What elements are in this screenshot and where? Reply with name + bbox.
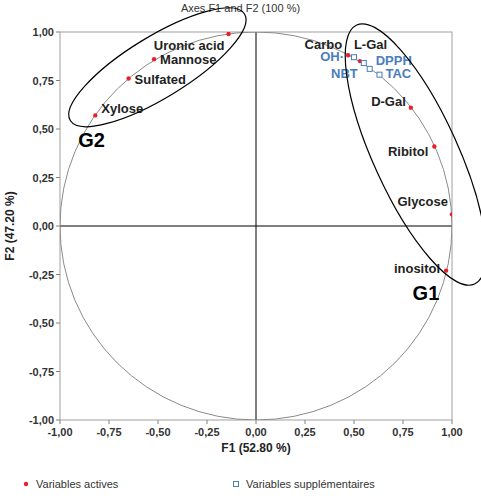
plot-area <box>60 32 452 420</box>
y-tick-label: -0,75 <box>29 366 54 378</box>
point-label: OH· <box>320 49 344 64</box>
point <box>346 53 350 57</box>
x-tick-label: 1,00 <box>441 426 462 438</box>
y-tick <box>56 226 60 227</box>
x-tick-label: 0,75 <box>392 426 413 438</box>
legend-marker <box>24 482 28 486</box>
points <box>93 32 452 273</box>
y-tick <box>56 274 60 275</box>
legend-label: Variables actives <box>36 478 119 490</box>
point-label: Xylose <box>101 101 143 116</box>
x-tick <box>60 420 61 424</box>
y-tick-label: 0,00 <box>33 220 54 232</box>
x-tick-label: 0,50 <box>343 426 364 438</box>
x-tick-label: -0,25 <box>194 426 219 438</box>
x-tick <box>207 420 208 424</box>
y-tick-label: 0,75 <box>33 75 54 87</box>
point <box>361 61 366 66</box>
point-label: Glycose <box>397 194 448 209</box>
y-tick <box>56 177 60 178</box>
group-label: G1 <box>413 282 440 304</box>
point-label: Sulfated <box>135 72 186 87</box>
y-tick <box>56 323 60 324</box>
correlation-circle <box>60 32 452 420</box>
legend-marker <box>234 482 239 487</box>
y-tick <box>56 32 60 33</box>
point-label: L-Gal <box>354 37 387 52</box>
point-label: NBT <box>331 66 358 81</box>
group-label: G2 <box>78 129 105 151</box>
x-tick-label: -1,00 <box>47 426 72 438</box>
y-tick-label: -0,25 <box>29 269 54 281</box>
zero-axis-y <box>256 32 257 420</box>
y-axis-label: F2 (47.20 %) <box>3 191 17 260</box>
point-label: Ribitol <box>388 144 428 159</box>
point-label: Uronic acid <box>154 38 225 53</box>
x-tick-label: 0,00 <box>245 426 266 438</box>
point <box>432 144 436 148</box>
y-tick <box>56 129 60 130</box>
point <box>450 212 452 216</box>
x-tick <box>354 420 355 424</box>
x-tick-label: -0,75 <box>96 426 121 438</box>
y-tick <box>56 80 60 81</box>
y-tick <box>56 371 60 372</box>
point <box>444 268 448 272</box>
x-tick <box>109 420 110 424</box>
x-tick <box>305 420 306 424</box>
x-tick <box>403 420 404 424</box>
x-tick <box>256 420 257 424</box>
x-tick-label: -0,50 <box>145 426 170 438</box>
point <box>152 57 156 61</box>
point <box>377 72 382 77</box>
point-label: Mannose <box>160 52 216 67</box>
y-tick-label: 0,50 <box>33 123 54 135</box>
title: Axes F1 and F2 (100 %) <box>181 2 300 14</box>
point <box>126 76 130 80</box>
point <box>352 55 357 60</box>
x-tick-label: 0,25 <box>294 426 315 438</box>
chart: Axes F1 and F2 (100 %) -1,00 -0,75 -0,50 -0,… <box>0 0 481 500</box>
x-tick <box>158 420 159 424</box>
point <box>226 32 230 36</box>
point-label: D-Gal <box>371 94 406 109</box>
y-tick-label: 1,00 <box>33 26 54 38</box>
x-axis-label: F1 (52.80 %) <box>221 441 290 455</box>
point <box>409 105 413 109</box>
point-label: TAC <box>385 66 411 81</box>
y-tick-label: -0,50 <box>29 317 54 329</box>
y-tick-label: -1,00 <box>29 414 54 426</box>
y-tick-label: 0,25 <box>33 172 54 184</box>
legend-label: Variables supplémentaires <box>246 478 375 490</box>
plot-frame <box>60 32 452 420</box>
point <box>93 113 97 117</box>
group-ellipse <box>318 7 481 301</box>
y-tick <box>56 420 60 421</box>
x-tick <box>452 420 453 424</box>
group-ellipse <box>54 0 260 147</box>
labels: G2G1Uronic acidMannoseSulfatedXyloseCarb… <box>78 37 448 304</box>
point <box>367 66 372 71</box>
legend: Variables actives Variables supplémentair… <box>24 478 376 490</box>
